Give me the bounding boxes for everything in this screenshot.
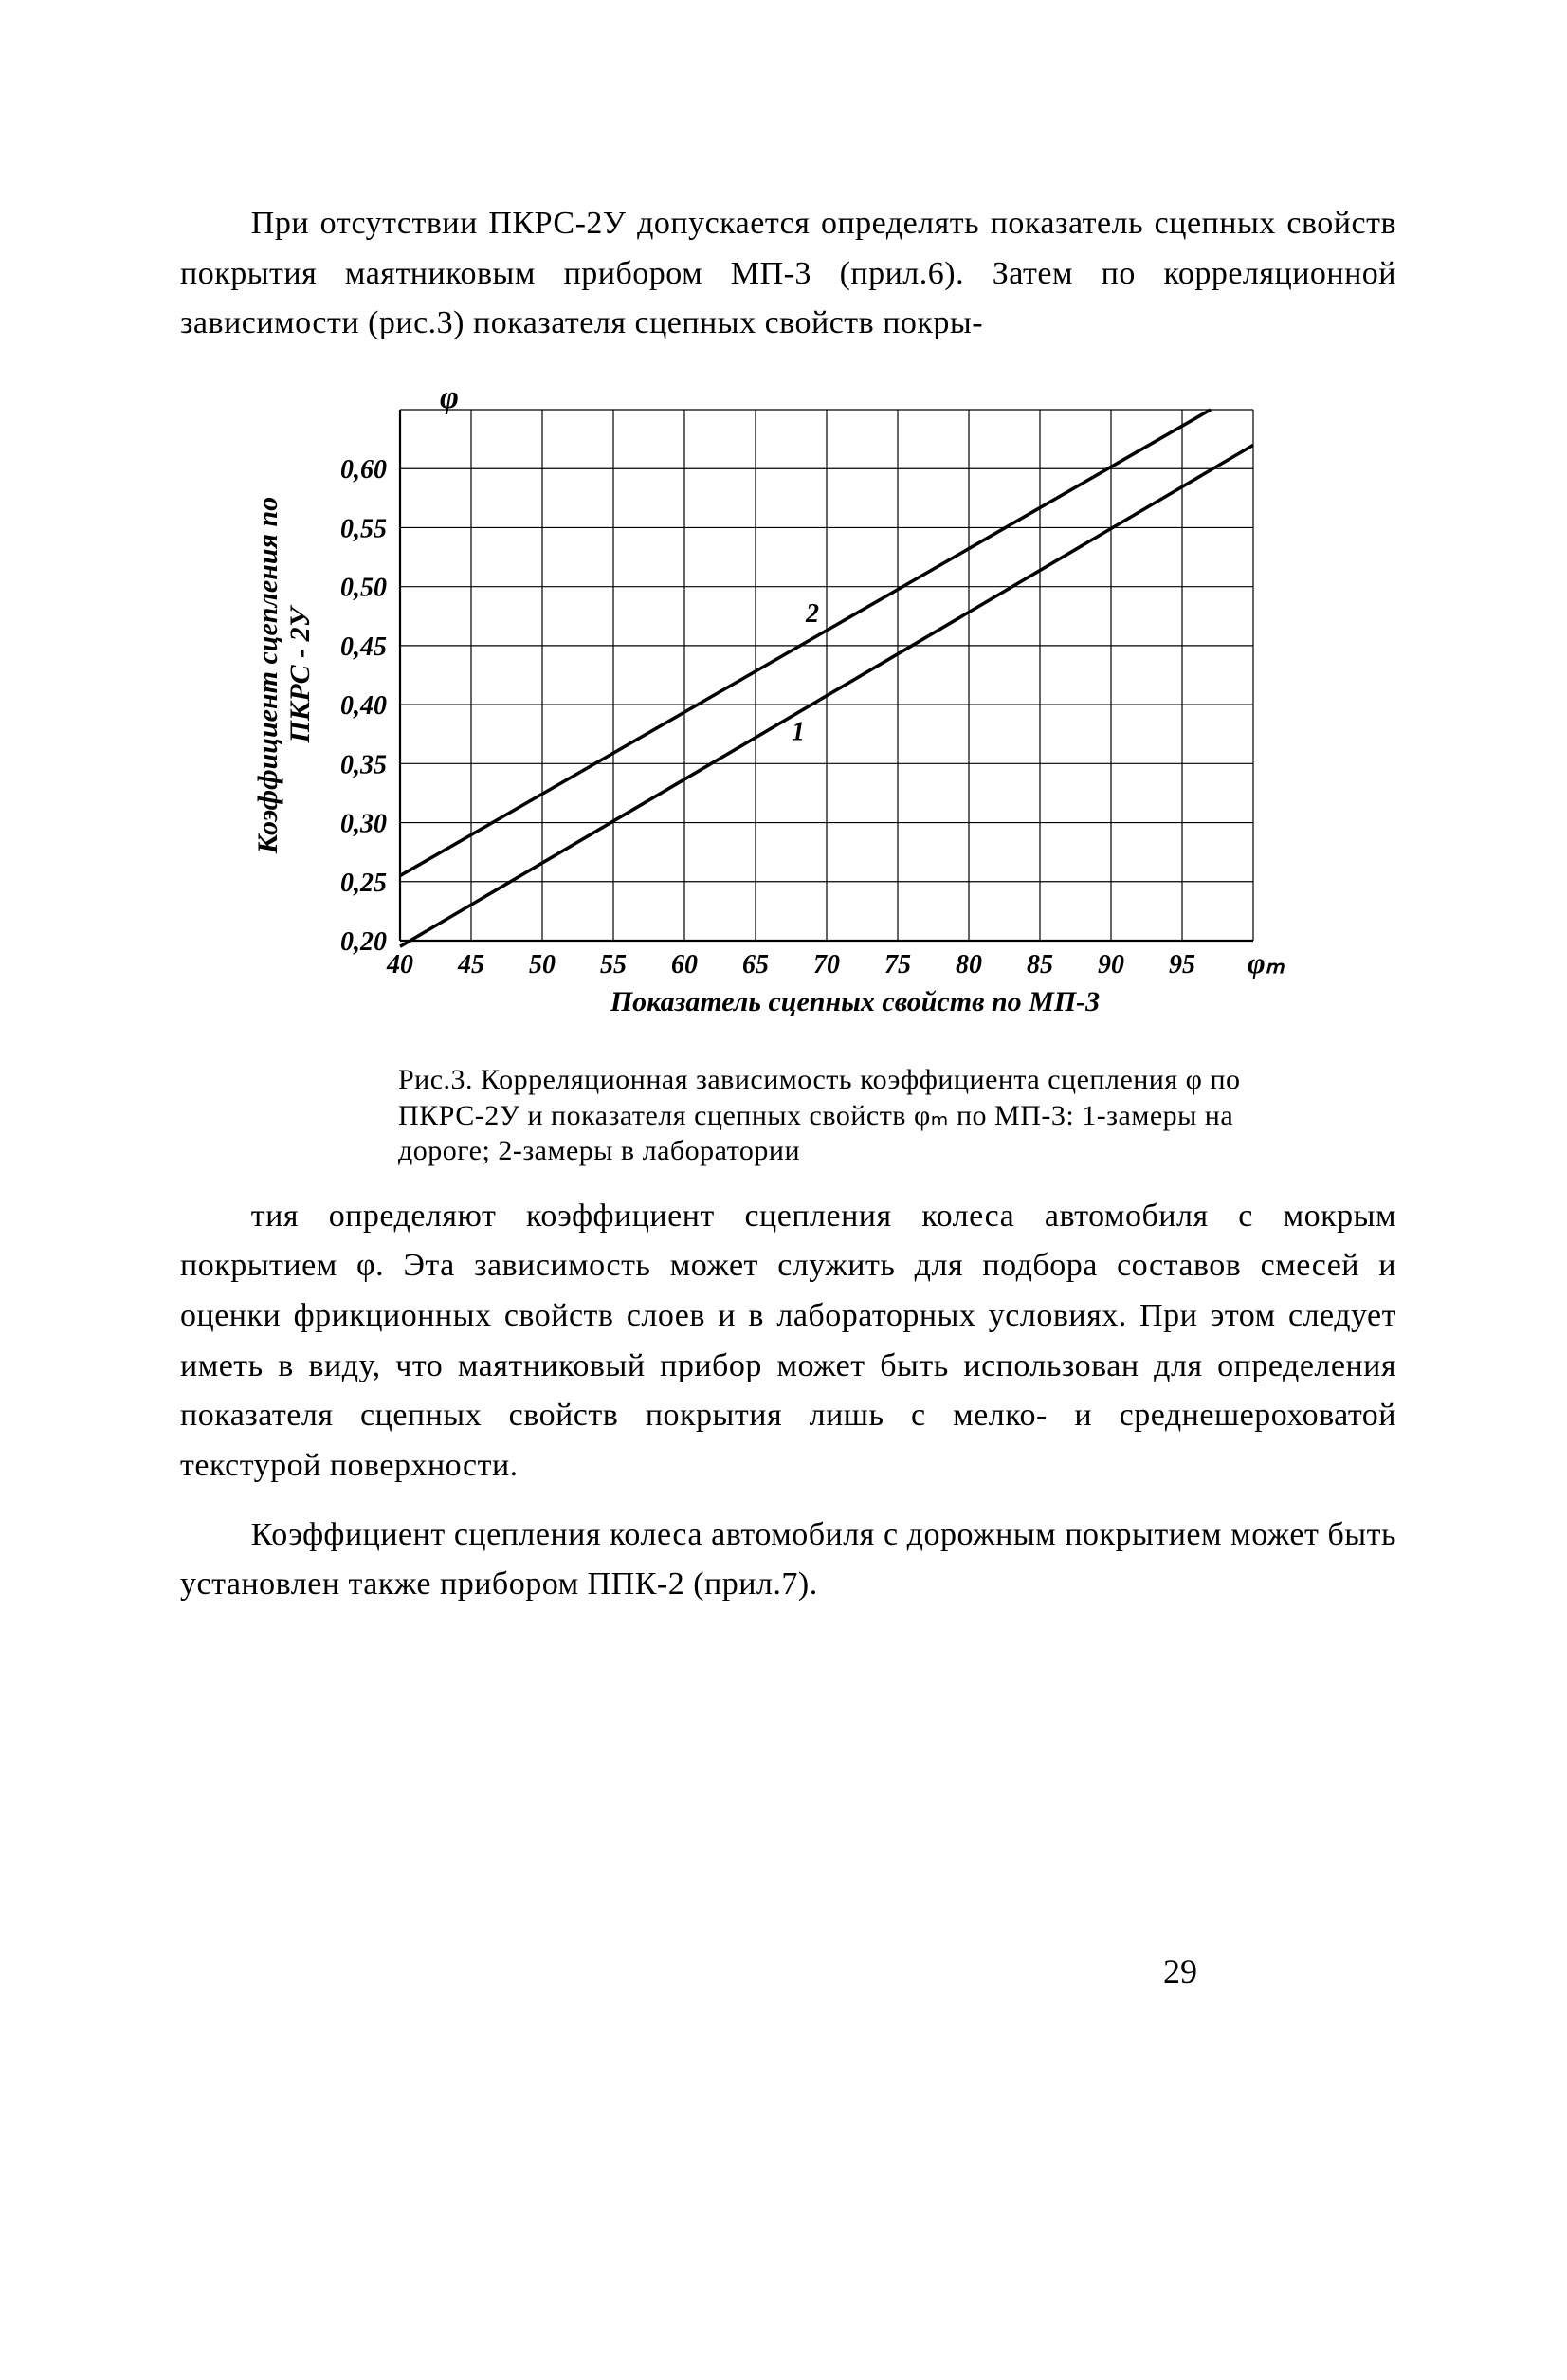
svg-text:1: 1: [792, 718, 805, 747]
svg-text:60: 60: [671, 950, 698, 979]
svg-text:0,60: 0,60: [340, 455, 387, 485]
figure-3: 1 2 0,20 0,25 0,30 0,35 0,40 0,45 0,50 0,55 0,60 40…: [180, 372, 1396, 1054]
svg-text:90: 90: [1098, 950, 1124, 979]
correlation-chart: 1 2 0,20 0,25 0,30 0,35 0,40 0,45 0,50 0,55 0,60 40…: [229, 372, 1348, 1054]
paragraph-1: При отсутствии ПКРС-2У допускается опред…: [180, 199, 1396, 349]
svg-text:85: 85: [1027, 950, 1053, 979]
page: При отсутствии ПКРС-2У допускается опред…: [180, 199, 1396, 2285]
svg-text:0,45: 0,45: [340, 632, 387, 662]
svg-text:φ: φ: [440, 380, 459, 415]
page-number: 29: [1163, 1951, 1197, 1991]
svg-text:40: 40: [386, 950, 413, 979]
svg-text:φₘ: φₘ: [1248, 945, 1285, 979]
paragraph-3: Коэффициент сцепления колеса автомобиля …: [180, 1510, 1396, 1610]
svg-text:70: 70: [813, 950, 840, 979]
svg-text:80: 80: [956, 950, 982, 979]
svg-text:0,40: 0,40: [340, 691, 387, 721]
svg-text:0,50: 0,50: [340, 574, 387, 603]
svg-text:75: 75: [884, 950, 911, 979]
figure-3-caption: Рис.3. Корреляционная зависимость коэффи…: [398, 1062, 1308, 1169]
svg-text:0,25: 0,25: [340, 869, 387, 898]
svg-text:50: 50: [529, 950, 556, 979]
svg-text:45: 45: [457, 950, 484, 979]
paragraph-2: тия определяют коэффициент сцепления кол…: [180, 1192, 1396, 1492]
svg-text:2: 2: [805, 599, 819, 629]
svg-text:0,55: 0,55: [340, 515, 387, 544]
svg-text:0,35: 0,35: [340, 750, 387, 779]
svg-text:0,30: 0,30: [340, 810, 387, 839]
svg-text:95: 95: [1169, 950, 1195, 979]
svg-text:0,20: 0,20: [340, 927, 387, 957]
svg-text:65: 65: [742, 950, 769, 979]
svg-text:Коэффициент сцепления по: Коэффициент сцепления по: [252, 497, 283, 854]
svg-text:55: 55: [600, 950, 627, 979]
svg-text:ПКРС - 2У: ПКРС - 2У: [284, 605, 316, 744]
svg-text:Показатель сцепных свойств по: Показатель сцепных свойств по МП-3: [609, 986, 1099, 1017]
